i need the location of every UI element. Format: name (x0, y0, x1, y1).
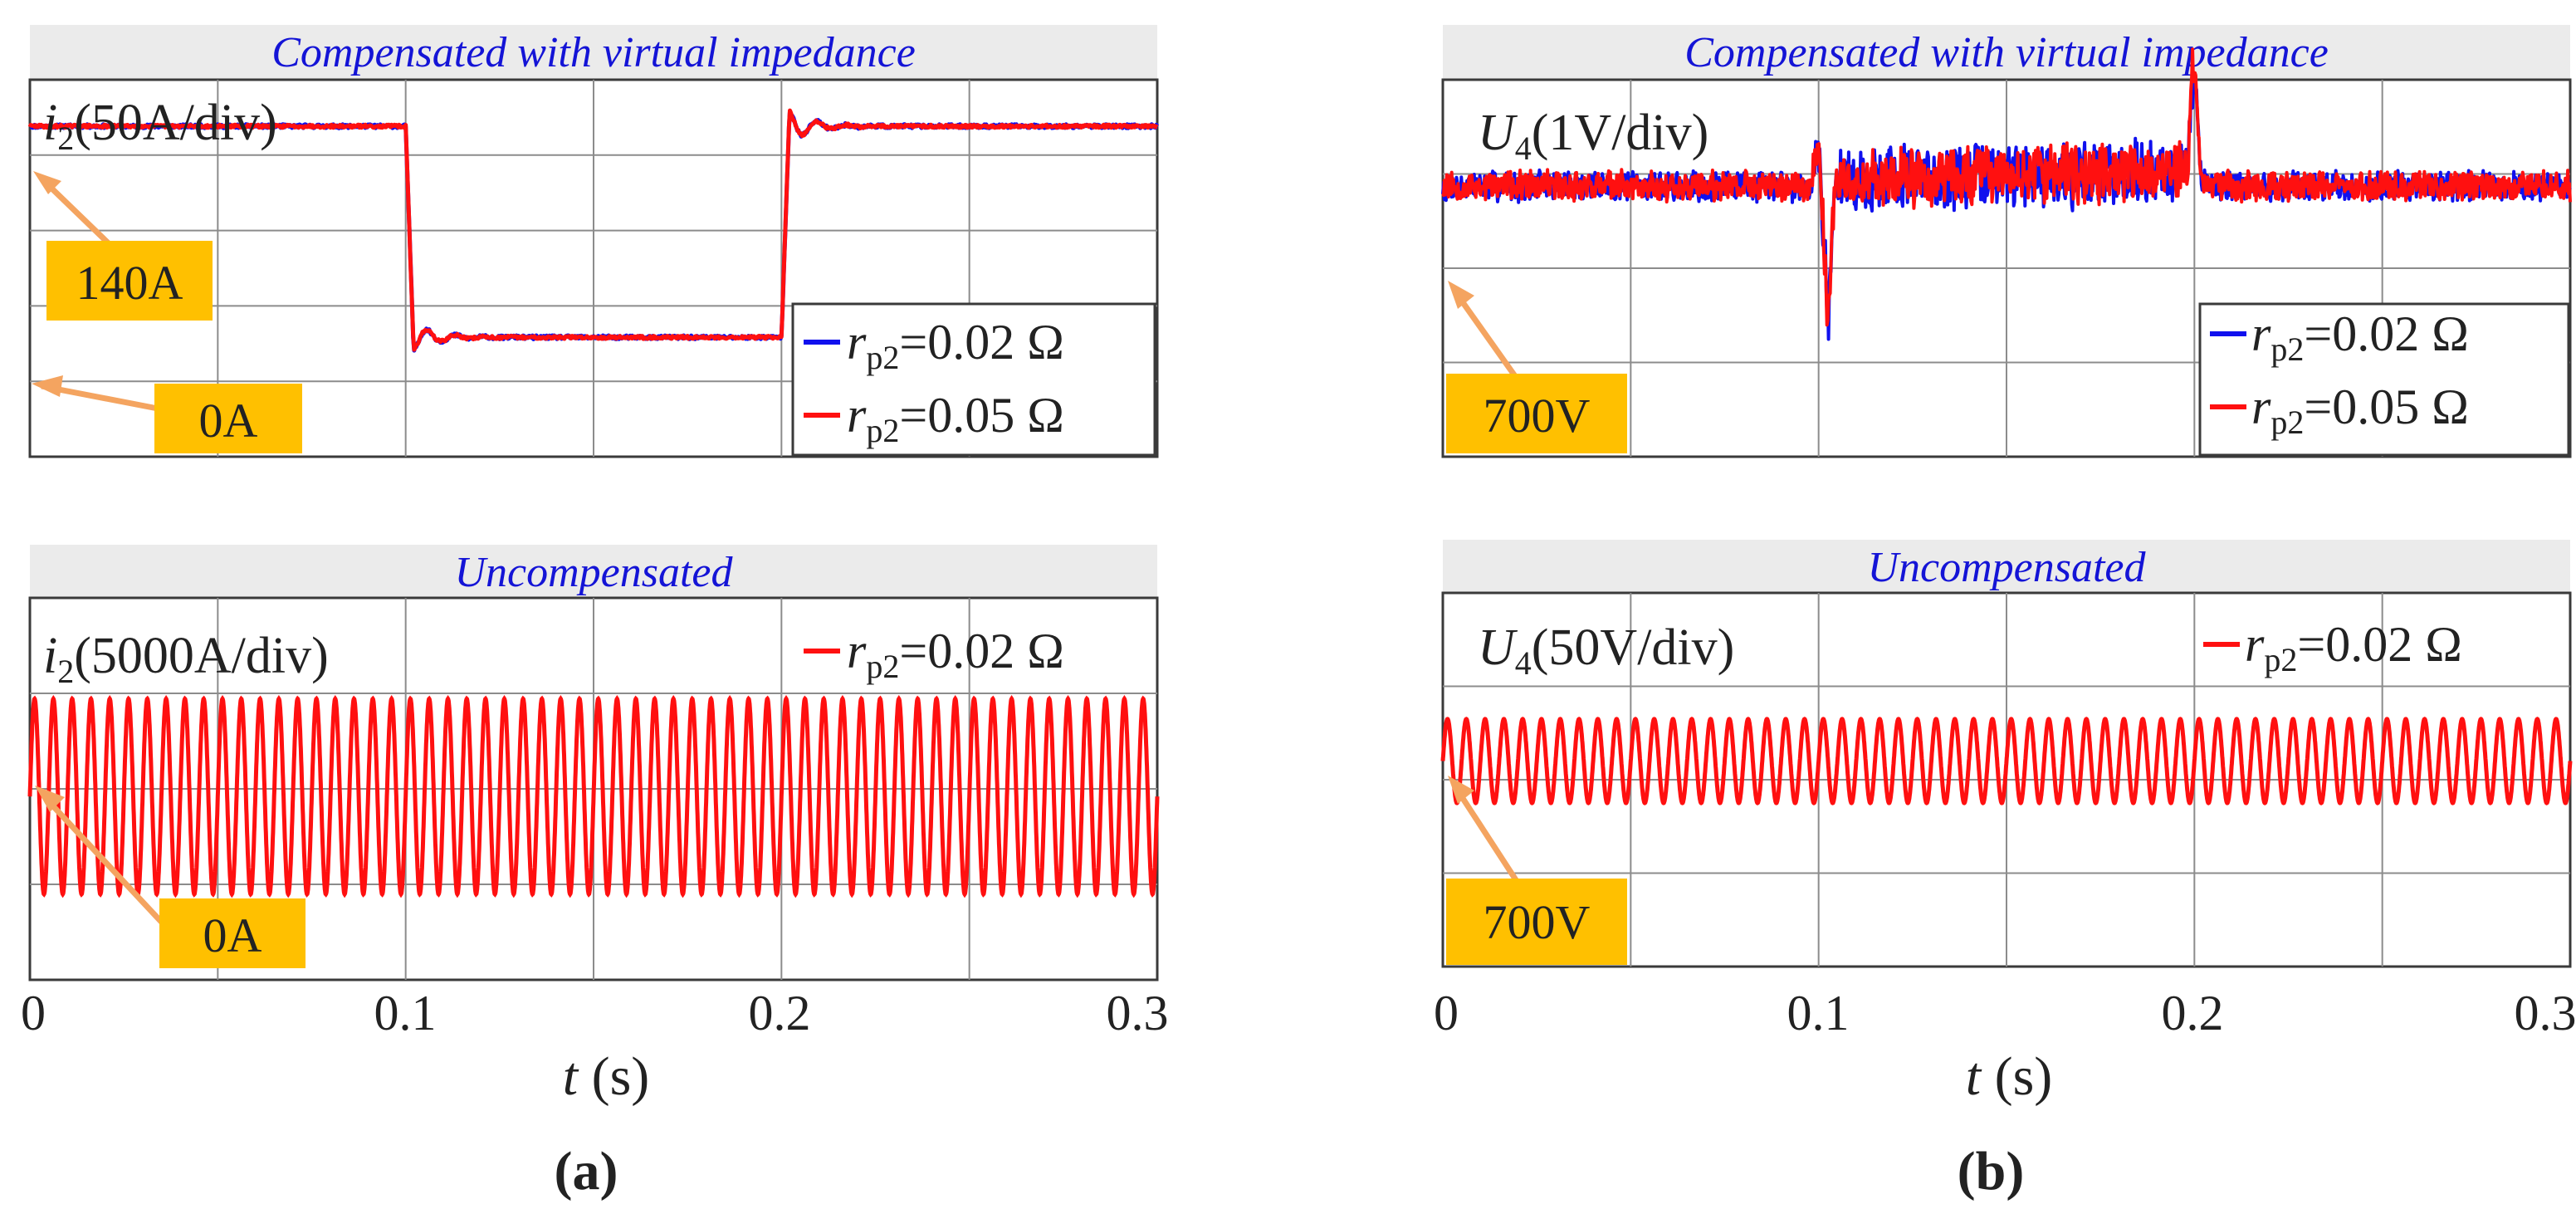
marker-700v: 700V (1446, 776, 1627, 965)
arrow-head-icon (32, 375, 63, 397)
chart-a-uncompensated: Uncompensated i2(5000A/div) rp2=0.02 Ω 0… (27, 545, 1160, 981)
svg-text:i2(5000A/div): i2(5000A/div) (43, 628, 329, 690)
svg-text:rp2=0.02 Ω: rp2=0.02 Ω (847, 315, 1064, 376)
signal-symbol: i (43, 95, 57, 151)
title-band (30, 545, 1157, 598)
series-red-line (27, 108, 1159, 352)
signal-subscript: 2 (57, 120, 74, 157)
legend: rp2=0.02 Ω rp2=0.05 Ω (791, 302, 1156, 457)
signal-label: U4(50V/div) (1478, 619, 1734, 682)
chart-title: Compensated with virtual impedance (1684, 29, 2329, 76)
legend-box (2198, 302, 2570, 457)
marker-0a: 0A (32, 375, 302, 453)
x-tick-label: 0.1 (374, 986, 437, 1040)
marker-label: 700V (1484, 389, 1591, 443)
marker-arrow (1452, 288, 1522, 384)
marker-label: 140A (76, 256, 183, 310)
x-axis-a: 0 0.1 0.2 0.3 t (s) (a) (21, 986, 1169, 1202)
chart-b-uncompensated: Uncompensated U4(50V/div) rp2=0.02 Ω 700… (1440, 540, 2573, 968)
marker-arrow (39, 176, 119, 253)
arrow-head-icon (33, 171, 61, 194)
panel-label-b: (b) (1958, 1141, 2025, 1202)
arrow-head-icon (35, 786, 65, 812)
title-band (1443, 540, 2570, 593)
series-red-line (27, 694, 1160, 898)
x-tick-label: 0.1 (1787, 986, 1850, 1040)
chart-title: Uncompensated (454, 549, 733, 596)
x-tick-label: 0.3 (1107, 986, 1169, 1040)
signal-scale: (50V/div) (1532, 619, 1735, 676)
legend-entry-red: rp2=0.05 Ω (804, 388, 1064, 449)
marker-box (1446, 374, 1627, 453)
chart-title: Uncompensated (1867, 544, 2146, 591)
legend-entry-blue: rp2=0.02 Ω (2210, 306, 2469, 368)
signal-scale: (5000A/div) (74, 628, 329, 684)
x-tick-label: 0 (21, 986, 46, 1040)
marker-arrow (41, 383, 159, 412)
title-band (1443, 25, 2570, 80)
title-band (30, 25, 1157, 80)
series-group (1441, 47, 2572, 341)
chart-title: Compensated with virtual impedance (271, 29, 916, 76)
marker-box (46, 241, 213, 321)
signal-scale: (50A/div) (74, 95, 277, 151)
x-axis-b: 0 0.1 0.2 0.3 t (s) (b) (1434, 986, 2576, 1202)
marker-box (1446, 879, 1627, 965)
marker-0a: 0A (35, 786, 306, 968)
marker-140a: 140A (33, 171, 213, 321)
legend: rp2=0.02 Ω (804, 624, 1064, 685)
legend-box (791, 302, 1156, 457)
marker-box (159, 898, 306, 968)
signal-label: i2(5000A/div) (43, 628, 329, 690)
signal-subscript: 2 (57, 653, 74, 690)
legend-entry-blue: rp2=0.02 Ω (804, 315, 1064, 376)
svg-text:U4(1V/div): U4(1V/div) (1478, 105, 1708, 167)
signal-scale: (1V/div) (1532, 105, 1709, 161)
x-axis-label: t (s) (1966, 1046, 2053, 1107)
marker-label: 700V (1484, 895, 1591, 949)
svg-text:rp2=0.05 Ω: rp2=0.05 Ω (2251, 379, 2469, 441)
svg-text:i2(50A/div): i2(50A/div) (43, 95, 277, 157)
chart-a-compensated: Compensated with virtual impedance i2(50… (27, 25, 1160, 458)
signal-subscript: 4 (1515, 644, 1532, 682)
signal-symbol: U (1478, 105, 1518, 161)
svg-text:rp2=0.05 Ω: rp2=0.05 Ω (847, 388, 1064, 449)
legend: rp2=0.02 Ω rp2=0.05 Ω (2198, 302, 2570, 457)
signal-symbol: i (43, 628, 57, 684)
svg-text:rp2=0.02 Ω: rp2=0.02 Ω (847, 624, 1064, 685)
svg-text:U4(50V/div): U4(50V/div) (1478, 619, 1734, 682)
legend-entry-red: rp2=0.02 Ω (804, 624, 1064, 685)
marker-label: 0A (199, 394, 258, 448)
signal-label: i2(50A/div) (43, 95, 277, 157)
signal-symbol: U (1478, 619, 1518, 676)
arrow-head-icon (1448, 776, 1474, 804)
legend-entry-red: rp2=0.05 Ω (2210, 379, 2469, 441)
legend-entry-red: rp2=0.02 Ω (2203, 617, 2462, 678)
marker-box (154, 384, 302, 453)
series-red-line (1441, 47, 2572, 327)
marker-700v: 700V (1446, 281, 1627, 453)
signal-label: U4(1V/div) (1478, 105, 1708, 167)
marker-arrow (1452, 784, 1525, 892)
arrow-head-icon (1448, 281, 1474, 309)
marker-label: 0A (203, 908, 262, 962)
svg-text:rp2=0.02 Ω: rp2=0.02 Ω (2251, 306, 2469, 368)
svg-text:rp2=0.02 Ω: rp2=0.02 Ω (2245, 617, 2462, 678)
x-tick-label: 0.2 (749, 986, 811, 1040)
x-axis-label: t (s) (563, 1046, 650, 1107)
x-tick-label: 0.3 (2515, 986, 2576, 1040)
chart-b-compensated: Compensated with virtual impedance U4(1V… (1441, 25, 2572, 458)
series-red-line (1440, 717, 2573, 805)
x-tick-label: 0.2 (2162, 986, 2224, 1040)
series-group (27, 108, 1160, 353)
marker-arrow (41, 793, 165, 926)
x-tick-label: 0 (1434, 986, 1459, 1040)
panel-label-a: (a) (555, 1141, 618, 1202)
signal-subscript: 4 (1515, 130, 1532, 167)
legend: rp2=0.02 Ω (2203, 617, 2462, 678)
